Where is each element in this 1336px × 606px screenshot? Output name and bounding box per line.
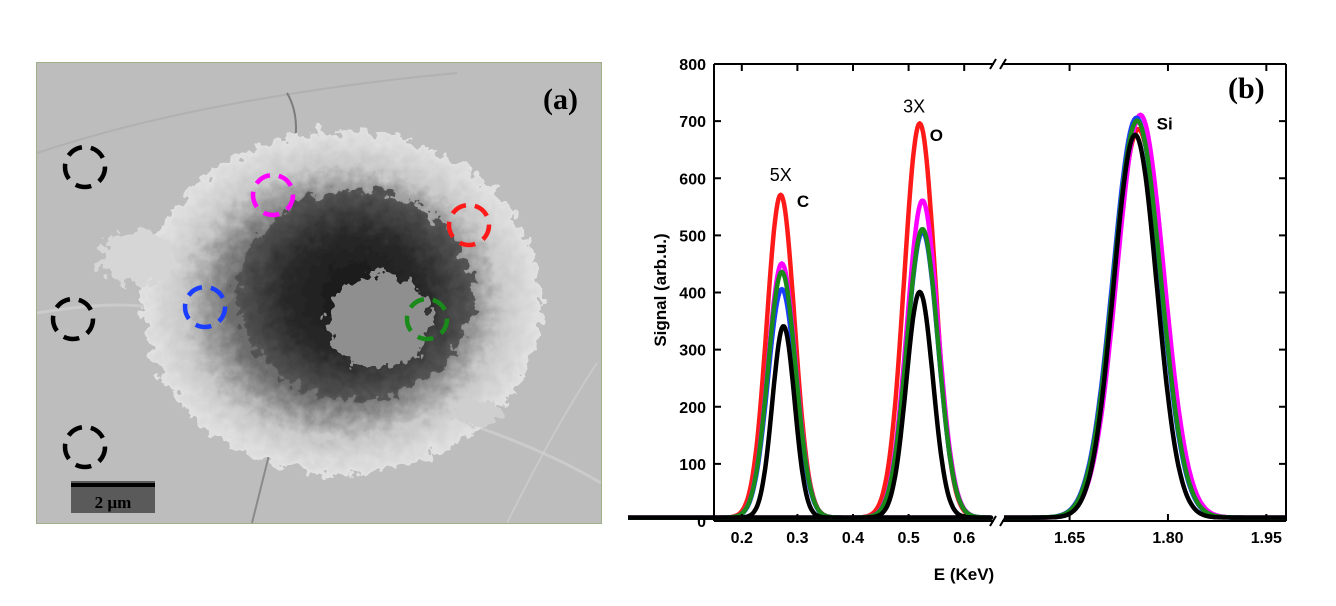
marker-green [404, 296, 450, 342]
annotation-label: 5X [770, 165, 792, 185]
y-tick-label: 800 [679, 57, 706, 74]
series-line-5-right [1003, 132, 1287, 520]
x-tick-label: 1.95 [1251, 530, 1282, 547]
axis-break-mark-1a [989, 58, 997, 70]
y-axis-label: Signal (arb.u.) [651, 233, 670, 346]
axis-break-mark-2b [999, 515, 1007, 527]
sem-micrograph: (a) 2 µm [37, 63, 601, 523]
y-tick-label: 200 [679, 400, 706, 417]
spectrum-chart: Signal (arb.u.) E (KeV) (b) 0 100 200 300 40… [628, 57, 1287, 584]
y-tick-label: 300 [679, 343, 706, 360]
marker-blue [182, 284, 228, 330]
annotation-label: 3X [903, 97, 925, 117]
panel-a-label: (a) [543, 83, 578, 116]
y-tick-label: 400 [679, 286, 706, 303]
annotation-label: Si [1157, 115, 1173, 134]
marker-reference-3 [62, 424, 108, 470]
x-tick-label: 0.3 [786, 530, 808, 547]
y-tick-label: 700 [679, 114, 706, 131]
marker-magenta [250, 172, 296, 218]
x-tick-label: 1.65 [1054, 530, 1085, 547]
panel-b-label: (b) [1228, 72, 1265, 105]
axis-break-mark-2a [989, 515, 997, 527]
x-tick-label: 0.5 [897, 530, 919, 547]
scale-bar: 2 µm [71, 481, 155, 513]
y-tick-label: 0 [697, 514, 706, 531]
annotation-label: O [930, 126, 943, 145]
x-tick-label: 1.80 [1152, 530, 1183, 547]
y-tick-label: 600 [679, 171, 706, 188]
x-tick-label: 0.2 [731, 530, 753, 547]
marker-red [446, 202, 492, 248]
y-tick-label: 100 [679, 457, 706, 474]
x-tick-label: 0.4 [842, 530, 864, 547]
spectrum-chart-panel: Signal (arb.u.) E (KeV) (b) 0 100 200 300 40… [628, 40, 1308, 606]
x-tick-label: 0.6 [953, 530, 975, 547]
y-tick-label: 500 [679, 228, 706, 245]
sem-image-panel: (a) 2 µm [36, 62, 602, 524]
axis-break-mark-1b [999, 58, 1007, 70]
scale-bar-label: 2 µm [95, 493, 132, 512]
x-axis-label: E (KeV) [934, 565, 994, 584]
marker-reference-1 [62, 144, 108, 190]
marker-reference-2 [50, 296, 96, 342]
annotation-label: C [797, 192, 809, 211]
